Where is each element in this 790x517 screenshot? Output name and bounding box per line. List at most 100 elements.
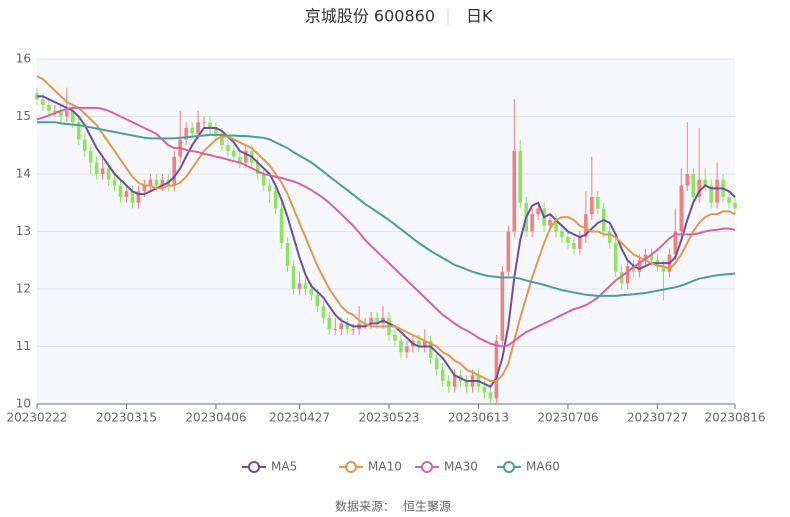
candle-body xyxy=(315,294,320,307)
candle-body xyxy=(291,266,296,289)
candle-body xyxy=(297,283,302,289)
candle-body xyxy=(625,266,630,284)
candle-body xyxy=(619,271,624,284)
legend-label: MA10 xyxy=(368,460,402,474)
candle-body xyxy=(661,266,666,272)
candle-body xyxy=(202,122,206,124)
legend-label: MA30 xyxy=(444,460,478,474)
candle-body xyxy=(214,128,218,134)
candle-body xyxy=(428,340,433,358)
candle-body xyxy=(65,110,69,117)
source-name: 恒生聚源 xyxy=(403,500,451,514)
candle-body xyxy=(613,243,618,272)
candle-body xyxy=(71,110,75,123)
candle-body xyxy=(679,185,684,232)
candle-body xyxy=(76,122,81,140)
candle-body xyxy=(94,162,99,174)
candle-body xyxy=(649,254,654,261)
candle-body xyxy=(82,139,87,151)
candle-body xyxy=(154,179,159,186)
x-tick-label: 20230427 xyxy=(269,411,330,425)
candle-body xyxy=(369,317,373,324)
candle-body xyxy=(273,191,278,209)
candle-body xyxy=(733,202,737,209)
candle-body xyxy=(399,340,403,353)
candle-body xyxy=(488,392,493,399)
x-tick-label: 20230315 xyxy=(96,411,157,425)
candle-body xyxy=(226,145,230,151)
candle-body xyxy=(518,151,523,203)
candle-body xyxy=(303,283,308,289)
legend-marker xyxy=(345,461,357,473)
candle-body xyxy=(255,162,260,174)
x-tick-label: 20230816 xyxy=(704,411,765,425)
candle-body xyxy=(691,174,696,197)
candle-body xyxy=(578,237,582,249)
legend-marker xyxy=(421,461,433,473)
candle-body xyxy=(637,260,642,272)
candle-body xyxy=(727,197,731,203)
y-tick-label: 10 xyxy=(16,397,31,411)
legend-label: MA60 xyxy=(526,460,560,474)
candle-body xyxy=(88,151,93,163)
candle-body xyxy=(321,306,326,318)
candle-body xyxy=(643,254,648,261)
candle-body xyxy=(184,128,188,140)
candle-body xyxy=(327,317,332,330)
x-tick-label: 20230706 xyxy=(537,411,598,425)
candle-body xyxy=(59,110,63,117)
candle-body xyxy=(196,122,200,134)
candle-body xyxy=(41,99,45,105)
x-tick-label: 20230222 xyxy=(6,411,67,425)
candle-body xyxy=(124,191,129,197)
candle-body xyxy=(238,156,242,163)
y-tick-label: 16 xyxy=(16,52,31,66)
candle-body xyxy=(333,329,338,331)
candle-body xyxy=(494,340,499,399)
candle-body xyxy=(440,369,445,381)
candle-body xyxy=(112,179,117,186)
candle-body xyxy=(500,271,505,341)
y-tick-label: 14 xyxy=(16,167,31,181)
candle-body xyxy=(142,185,147,192)
x-tick-label: 20230727 xyxy=(627,411,688,425)
x-tick-label: 20230613 xyxy=(448,411,509,425)
candle-body xyxy=(148,179,153,186)
ma-line xyxy=(36,106,736,348)
candle-body xyxy=(607,231,612,243)
candle-body xyxy=(309,289,314,295)
candle-body xyxy=(47,105,51,111)
y-tick-label: 13 xyxy=(16,224,31,238)
candle-body xyxy=(118,185,123,197)
y-tick-label: 12 xyxy=(16,282,31,296)
candle-body xyxy=(536,208,540,215)
candle-body xyxy=(530,214,534,232)
candle-body xyxy=(434,358,439,370)
candle-body xyxy=(208,122,212,128)
candle-body xyxy=(345,323,350,330)
candle-body xyxy=(464,381,469,387)
candle-body xyxy=(685,174,690,186)
candle-body xyxy=(53,110,57,112)
candle-body xyxy=(261,174,266,186)
candle-body xyxy=(375,317,379,324)
candle-body xyxy=(267,185,272,192)
candle-body xyxy=(560,231,564,238)
candle-body xyxy=(172,156,177,186)
candle-body xyxy=(190,128,194,134)
candle-body xyxy=(584,214,588,238)
candle-body xyxy=(393,335,397,341)
candle-body xyxy=(554,220,558,232)
candle-body xyxy=(220,133,224,146)
legend-label: MA5 xyxy=(271,460,297,474)
candle-body xyxy=(595,197,600,209)
candle-body xyxy=(631,266,636,272)
candle-body xyxy=(697,179,701,197)
candle-body xyxy=(279,208,284,243)
candle-body xyxy=(482,386,487,393)
candle-body xyxy=(130,191,135,203)
candle-body xyxy=(512,151,517,232)
candle-body xyxy=(244,151,248,163)
candle-body xyxy=(417,340,421,347)
